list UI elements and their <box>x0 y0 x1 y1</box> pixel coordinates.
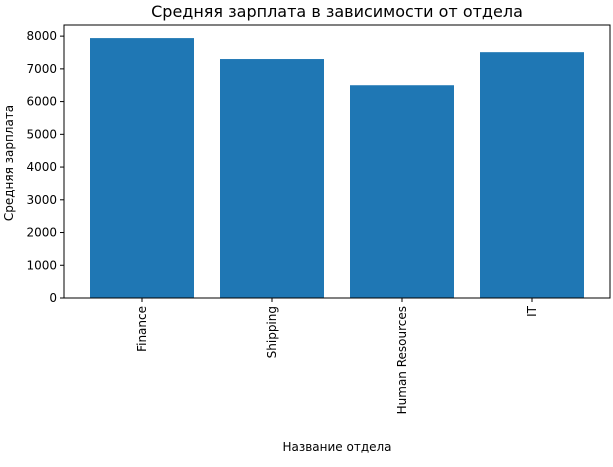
x-axis-label: Название отдела <box>282 440 391 454</box>
y-tick-label: 5000 <box>26 127 57 141</box>
x-tick-label: IT <box>525 305 539 317</box>
bar <box>480 52 584 298</box>
x-tick-label: Finance <box>135 306 149 352</box>
y-tick-label: 7000 <box>26 62 57 76</box>
y-tick-label: 3000 <box>26 193 57 207</box>
bar <box>90 38 194 298</box>
y-tick-label: 0 <box>49 291 57 305</box>
bar <box>350 85 454 298</box>
y-tick-label: 6000 <box>26 95 57 109</box>
y-tick-label: 1000 <box>26 258 57 272</box>
plot-frame <box>63 24 611 299</box>
x-tick-label: Shipping <box>265 306 279 358</box>
bar <box>220 59 324 298</box>
x-tick-label: Human Resources <box>395 306 409 414</box>
y-axis-label: Средняя зарплата <box>2 105 16 221</box>
y-tick-label: 4000 <box>26 160 57 174</box>
y-tick-label: 8000 <box>26 29 57 43</box>
y-tick-label: 2000 <box>26 226 57 240</box>
chart-title: Средняя зарплата в зависимости от отдела <box>151 2 523 21</box>
